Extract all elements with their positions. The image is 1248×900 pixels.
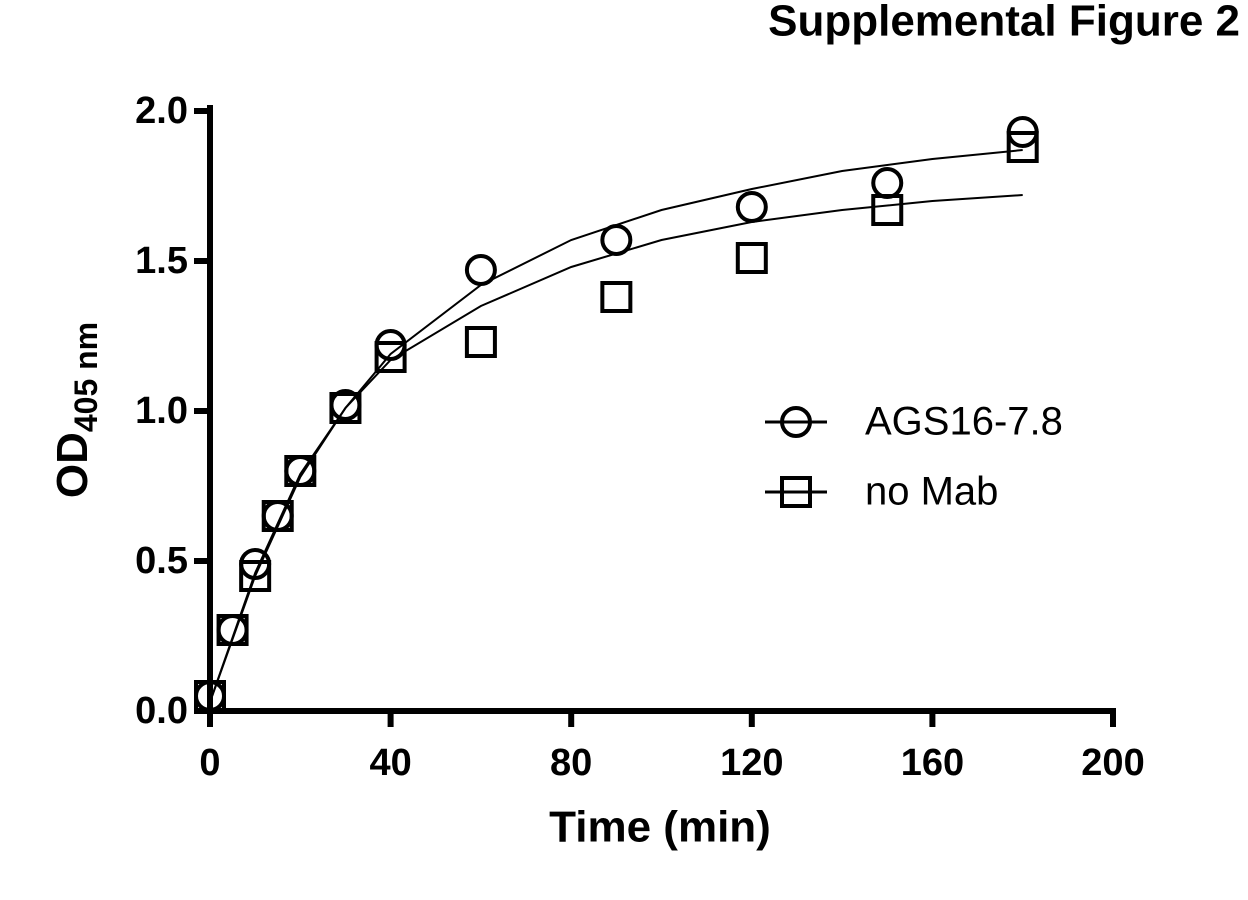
y-tick-label: 0.5 bbox=[135, 540, 188, 582]
data-point bbox=[1006, 131, 1039, 163]
y-tick-label: 1.5 bbox=[135, 240, 188, 282]
data-point bbox=[239, 560, 272, 592]
chart-title: Supplemental Figure 2 bbox=[768, 0, 1240, 46]
x-tick-label: 80 bbox=[550, 742, 592, 784]
data-point bbox=[871, 167, 904, 199]
x-tick-label: 0 bbox=[199, 742, 220, 784]
legend-label: no Mab bbox=[865, 470, 998, 514]
fit-curve bbox=[209, 194, 1023, 703]
y-axis-label-main: OD bbox=[48, 432, 97, 498]
x-tick-label: 200 bbox=[1081, 742, 1144, 784]
legend-marker bbox=[780, 476, 812, 508]
y-tick-label: 0.0 bbox=[135, 690, 188, 732]
data-point bbox=[284, 455, 317, 487]
data-point bbox=[464, 254, 497, 286]
y-tick-label: 2.0 bbox=[135, 90, 188, 132]
data-point bbox=[329, 392, 362, 424]
data-point bbox=[735, 191, 768, 223]
y-axis-label: OD405 nm bbox=[48, 322, 105, 498]
data-point bbox=[871, 194, 904, 226]
x-axis-label: Time (min) bbox=[549, 803, 771, 852]
data-point bbox=[261, 500, 294, 532]
data-point bbox=[464, 326, 497, 358]
y-tick-label: 1.0 bbox=[135, 390, 188, 432]
x-tick-label: 120 bbox=[720, 742, 783, 784]
y-axis-label-sub: 405 nm bbox=[68, 322, 104, 432]
legend-label: AGS16-7.8 bbox=[865, 400, 1063, 444]
data-point bbox=[194, 680, 226, 712]
data-point bbox=[216, 614, 249, 646]
data-point bbox=[735, 242, 768, 274]
fit-curve bbox=[209, 149, 1023, 703]
data-point bbox=[600, 281, 633, 313]
x-tick-label: 40 bbox=[369, 742, 411, 784]
legend-marker bbox=[780, 406, 812, 438]
x-tick-label: 160 bbox=[901, 742, 964, 784]
data-point bbox=[374, 341, 407, 373]
